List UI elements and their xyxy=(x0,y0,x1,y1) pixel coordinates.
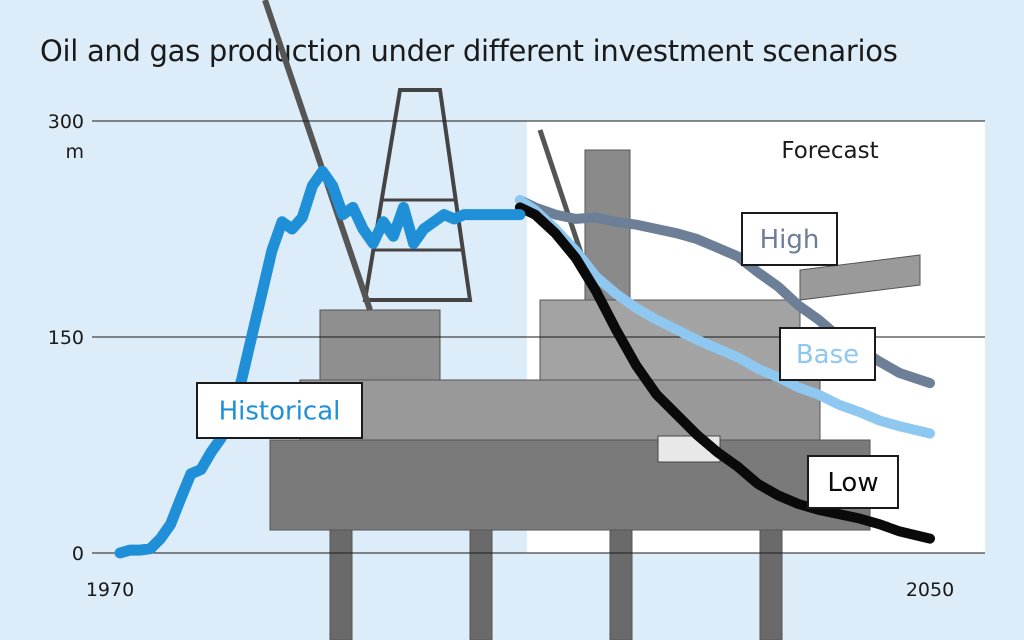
forecast-label: Forecast xyxy=(781,138,878,164)
x-tick-label-2050: 2050 xyxy=(906,579,954,601)
x-tick-label-1970: 1970 xyxy=(86,579,134,601)
callout-box-historical xyxy=(196,382,363,439)
series-label-high: High xyxy=(760,225,820,255)
series-callouts: Historical High Base Low xyxy=(196,212,899,509)
series-line-base xyxy=(514,195,935,439)
series-label-historical: Historical xyxy=(219,397,341,427)
callout-box-base xyxy=(779,327,876,381)
y-unit-label: m xyxy=(65,141,84,163)
series-label-low: Low xyxy=(827,468,878,498)
y-tick-label-300: 300 xyxy=(48,111,84,133)
y-tick-label-150: 150 xyxy=(48,327,84,349)
series-line-historical xyxy=(114,165,526,559)
series-label-base: Base xyxy=(796,340,859,370)
callout-box-high xyxy=(741,212,838,266)
series-line-low xyxy=(514,202,935,544)
y-tick-label-0: 0 xyxy=(72,543,84,565)
chart-title: Oil and gas production under different i… xyxy=(40,34,898,68)
callout-box-low xyxy=(807,455,899,509)
